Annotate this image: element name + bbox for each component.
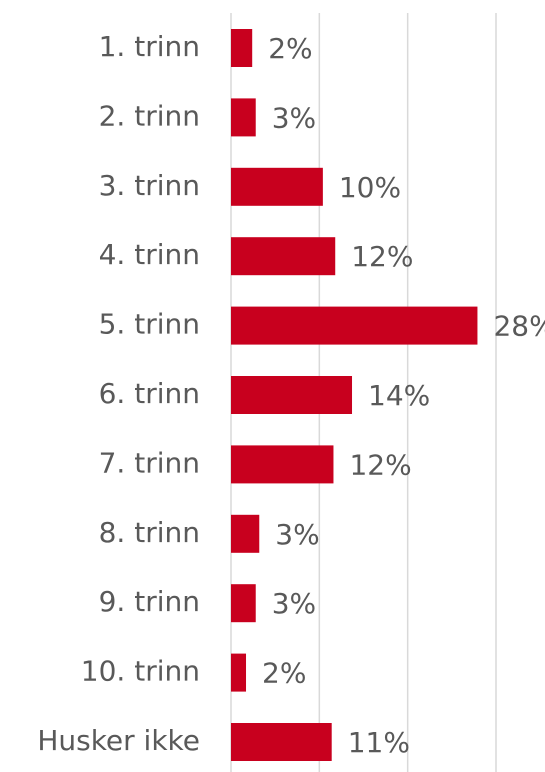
data-label: 12% [349, 448, 411, 481]
y-tick-label: 1. trinn [99, 30, 200, 63]
y-tick-label: 3. trinn [99, 169, 200, 202]
y-tick-label: 10. trinn [81, 655, 200, 688]
data-label: 3% [275, 518, 319, 551]
data-label: 28% [493, 310, 545, 343]
data-label: 11% [348, 726, 410, 759]
bar [231, 723, 332, 761]
data-label: 12% [351, 240, 413, 273]
bar [231, 376, 353, 414]
y-tick-label: 7. trinn [99, 446, 200, 479]
bar [231, 167, 323, 206]
y-tick-label: Husker ikke [37, 724, 200, 757]
bar [231, 514, 260, 553]
data-label: 10% [339, 171, 401, 204]
data-label: 2% [268, 32, 312, 65]
y-tick-label: 6. trinn [99, 377, 200, 410]
y-tick-label: 4. trinn [99, 238, 200, 271]
data-label: 3% [272, 587, 316, 620]
y-tick-label: 5. trinn [99, 308, 200, 341]
data-label: 3% [272, 101, 316, 134]
y-tick-label: 2. trinn [99, 99, 200, 132]
bar [231, 237, 336, 276]
data-label: 2% [262, 657, 306, 690]
y-tick-label: 9. trinn [99, 585, 200, 618]
bar [231, 653, 247, 692]
bar [231, 445, 334, 484]
bar [231, 584, 256, 623]
bar [231, 306, 478, 345]
y-tick-label: 8. trinn [99, 516, 200, 549]
bar [231, 29, 253, 67]
data-label: 14% [368, 379, 430, 412]
bar [231, 98, 256, 137]
